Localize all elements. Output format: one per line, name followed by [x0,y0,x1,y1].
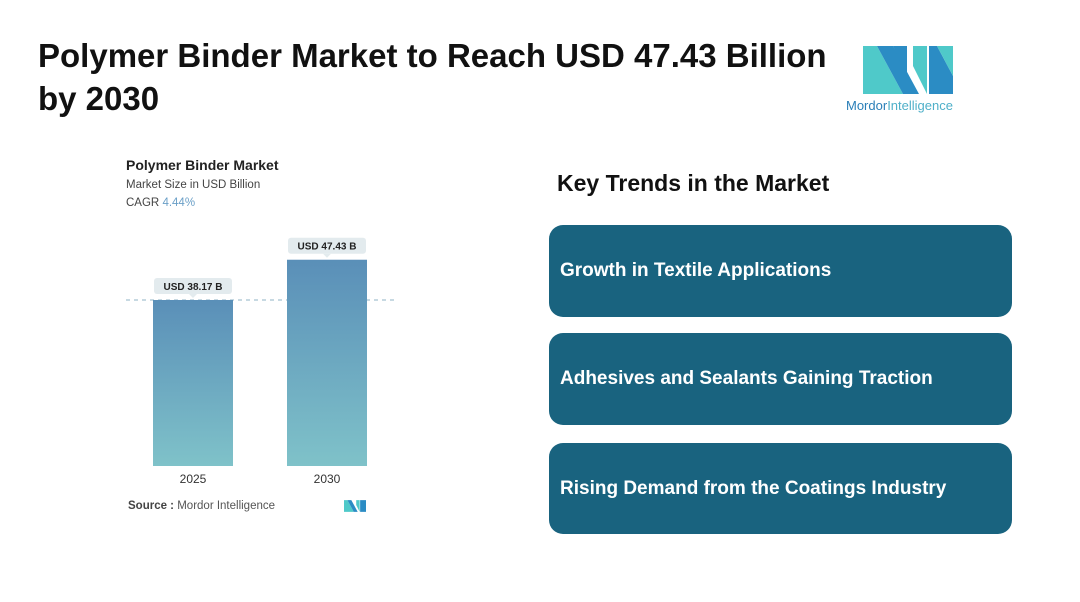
small-logo-icon [344,500,366,512]
data-label-pointer [323,253,331,258]
bar-2030 [287,259,367,466]
data-label-pointer [189,294,197,298]
trend-card: Adhesives and Sealants Gaining Traction [549,333,1012,425]
x-tick-label: 2025 [180,472,207,486]
logo-text: MordorIntelligence [846,98,953,113]
bar-2025 [153,300,233,466]
trend-card: Growth in Textile Applications [549,225,1012,317]
data-label: USD 47.43 B [298,242,357,253]
x-tick-label: 2030 [314,472,341,486]
chart-subtitle: Market Size in USD Billion [126,179,261,191]
data-label-bg [288,237,366,254]
key-trends-heading: Key Trends in the Market [557,170,830,196]
chart-cagr: CAGR 4.44% [126,197,196,209]
chart-source: Source : Mordor Intelligence [128,500,276,512]
data-label: USD 38.17 B [164,282,223,293]
page-title: Polymer Binder Market to Reach USD 47.43… [38,37,827,117]
chart-title: Polymer Binder Market [126,157,279,173]
mordor-logo [863,46,953,94]
trend-card: Rising Demand from the Coatings Industry [549,443,1012,534]
data-label-bg [154,278,232,294]
